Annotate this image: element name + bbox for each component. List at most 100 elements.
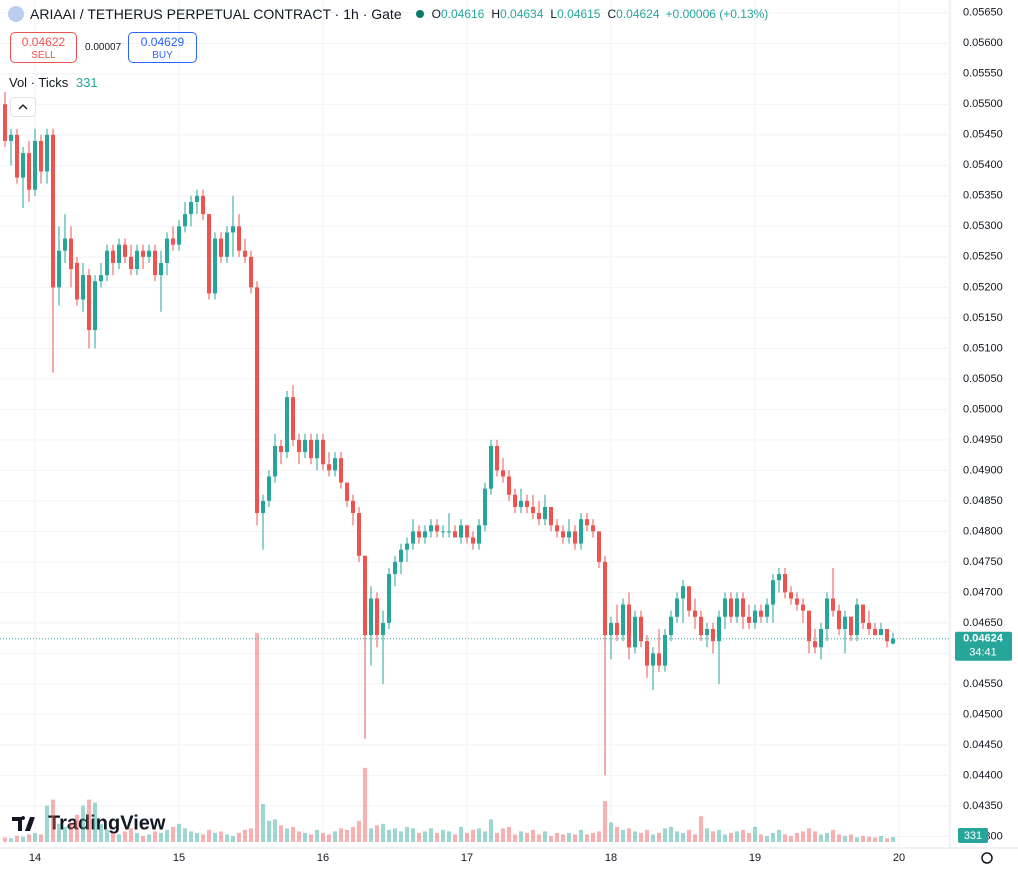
volume-bar [231, 835, 235, 842]
candle-body [459, 525, 463, 538]
volume-bar [663, 828, 667, 842]
volume-bar [783, 834, 787, 842]
volume-bar [183, 828, 187, 842]
volume-bar [435, 832, 439, 842]
candle-body [669, 616, 673, 636]
candle-body [495, 445, 499, 471]
volume-bar [621, 829, 625, 842]
volume-bar [675, 831, 679, 842]
y-tick-label: 0.04500 [963, 708, 1003, 720]
volume-bar [591, 832, 595, 842]
volume-bar [747, 832, 751, 842]
volume-bar [159, 832, 163, 842]
ohlc-label: O [431, 7, 441, 21]
candle-body [75, 262, 79, 300]
y-tick-label: 0.05000 [963, 403, 1003, 415]
candle-body [177, 226, 181, 245]
volume-bar [789, 835, 793, 842]
candle-body [93, 281, 97, 331]
volume-bar [495, 832, 499, 842]
volume-bar [237, 832, 241, 842]
candle-body [417, 531, 421, 538]
candle-body [633, 616, 637, 648]
volume-bar [93, 802, 97, 842]
volume-bar [105, 829, 109, 842]
candle-body [375, 598, 379, 636]
volume-bar [735, 831, 739, 842]
y-tick-label: 0.04800 [963, 525, 1003, 537]
spread: 0.00007 [85, 42, 122, 53]
candle-body [399, 549, 403, 562]
volume-bar [609, 822, 613, 842]
volume-bar [417, 832, 421, 842]
volume-bar [867, 836, 871, 842]
volume-bar [657, 832, 661, 842]
candle-body [297, 439, 301, 453]
volume-bar [687, 829, 691, 842]
buy-price: 0.04629 [140, 35, 185, 49]
y-tick-label: 0.05450 [963, 129, 1003, 141]
candle-body [345, 482, 349, 501]
candle-body [591, 525, 595, 532]
candle-body [807, 610, 811, 642]
volume-bar [813, 831, 817, 842]
y-tick-label: 0.05650 [963, 7, 1003, 19]
candle-body [639, 616, 643, 642]
volume-bar [741, 829, 745, 842]
candle-body [183, 214, 187, 227]
volume-bar [225, 834, 229, 842]
volume-bar [141, 835, 145, 842]
volume-bar [393, 828, 397, 842]
volume-bar [255, 633, 259, 842]
y-tick-label: 0.05150 [963, 312, 1003, 324]
settings-button[interactable] [981, 852, 993, 864]
volume-value-label: 331 [964, 830, 982, 842]
volume-bar [489, 819, 493, 842]
chevron-path [18, 104, 28, 110]
volume-bar [363, 767, 367, 842]
candle-body [867, 622, 871, 629]
volume-bar [579, 829, 583, 842]
volume-bar [405, 826, 409, 842]
volume-bar [879, 835, 883, 842]
candle-body [249, 256, 253, 288]
x-tick-label: 19 [749, 852, 761, 864]
y-tick-label: 0.05600 [963, 37, 1003, 49]
candle-body [405, 543, 409, 550]
volume-bar [693, 834, 697, 842]
candle-body [519, 500, 523, 507]
y-tick-label: 0.05100 [963, 342, 1003, 354]
candle-body [819, 628, 823, 648]
candle-body [393, 561, 397, 575]
sell-button[interactable]: 0.04622 SELL [10, 32, 77, 63]
volume-bar [201, 834, 205, 842]
volume-bar [87, 799, 91, 842]
y-tick-label: 0.04450 [963, 739, 1003, 751]
candle-body [159, 262, 163, 276]
candle-body [165, 238, 169, 263]
volume-bar [111, 832, 115, 842]
indicator-name: Vol · Ticks [9, 75, 69, 90]
volume-bar [117, 834, 121, 842]
ohlc-value: 0.04624 [616, 7, 660, 21]
candle-body [279, 445, 283, 453]
candle-body [771, 580, 775, 605]
symbol-icon [8, 6, 24, 22]
volume-bar [399, 831, 403, 842]
volume-bar [429, 828, 433, 842]
candle-body [837, 610, 841, 629]
collapse-button[interactable] [10, 97, 36, 117]
volume-bar [573, 834, 577, 842]
volume-bar [177, 823, 181, 842]
buy-button[interactable]: 0.04629 BUY [128, 32, 197, 63]
volume-bar [831, 829, 835, 842]
y-tick-label: 0.04350 [963, 800, 1003, 812]
symbol-title: ARIAAI / TETHERUS PERPETUAL CONTRACT · 1… [30, 6, 402, 22]
y-tick-label: 0.04700 [963, 586, 1003, 598]
candle-body [219, 238, 223, 257]
logo: TradingView [12, 812, 166, 834]
candle-body [435, 525, 439, 532]
volume-bar [321, 832, 325, 842]
change: +0.00006 (+0.13%) [665, 7, 769, 21]
candle-body [195, 195, 199, 202]
